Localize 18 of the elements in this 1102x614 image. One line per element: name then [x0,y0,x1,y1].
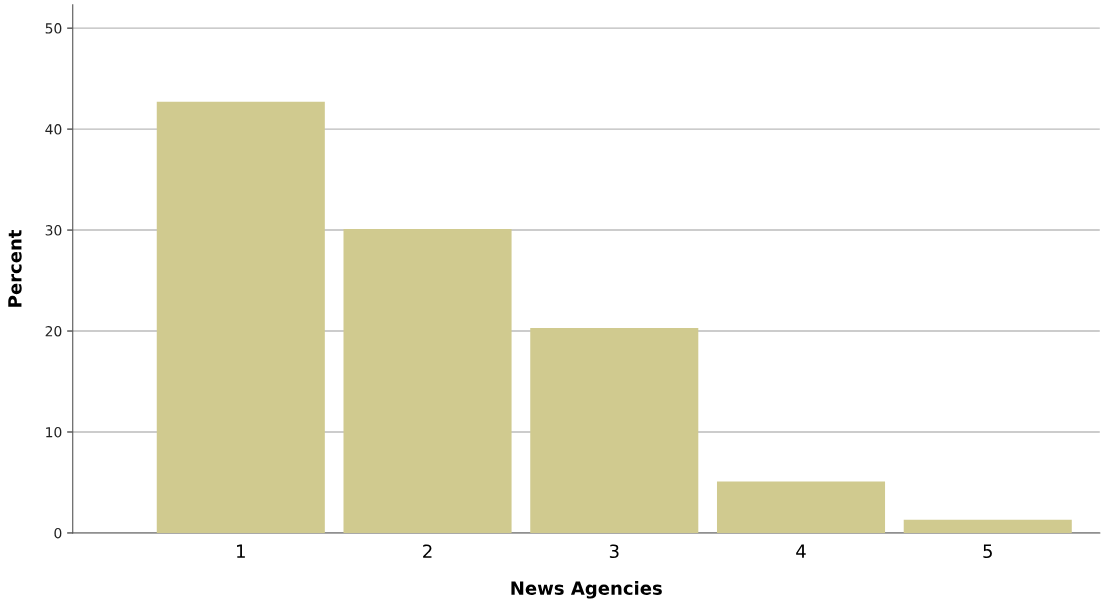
y-tick-label: 20 [45,325,62,337]
y-tick-label: 40 [45,124,62,135]
x-tick-label: 4 [796,544,806,558]
x-tick-label: 2 [423,544,432,558]
x-tick-label: 1 [237,544,245,558]
y-axis-title: Percent [8,229,22,307]
bar [343,229,512,533]
y-tick-label: 50 [45,23,62,34]
bar [530,328,699,533]
y-tick-label: 10 [46,426,62,438]
x-tick-label: 5 [983,544,992,559]
y-tick-label: 0 [54,527,62,539]
bar [903,519,1072,533]
x-tick-label: 3 [609,544,619,559]
bar [716,481,886,533]
y-tick-label: 30 [45,225,62,236]
x-axis-title: News Agencies [511,580,662,599]
bar [156,101,325,533]
